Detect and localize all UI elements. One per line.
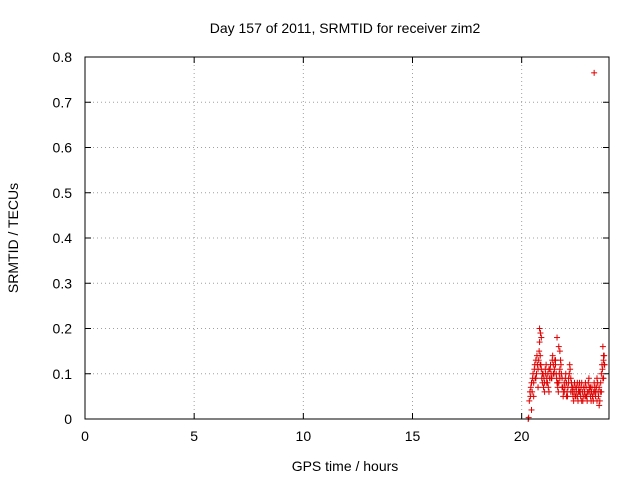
data-point bbox=[529, 388, 536, 395]
data-point bbox=[536, 348, 543, 355]
data-point bbox=[535, 357, 542, 364]
data-point bbox=[536, 325, 543, 332]
data-point bbox=[551, 366, 558, 373]
data-point bbox=[559, 384, 566, 391]
data-point bbox=[599, 366, 606, 373]
data-point bbox=[537, 330, 544, 337]
data-point bbox=[555, 343, 562, 350]
y-tick-label: 0.8 bbox=[53, 49, 73, 65]
data-point bbox=[600, 375, 607, 382]
data-point bbox=[583, 393, 590, 400]
data-point bbox=[596, 402, 603, 409]
chart-title: Day 157 of 2011, SRMTID for receiver zim… bbox=[210, 20, 481, 36]
x-tick-label: 0 bbox=[81, 428, 89, 444]
data-point bbox=[591, 388, 598, 395]
data-point bbox=[556, 366, 563, 373]
data-point bbox=[574, 379, 581, 386]
data-point bbox=[587, 384, 594, 391]
data-point bbox=[597, 379, 604, 386]
data-point bbox=[525, 414, 532, 421]
data-point bbox=[554, 379, 561, 386]
data-point bbox=[526, 397, 533, 404]
data-point bbox=[539, 370, 546, 377]
data-point bbox=[593, 375, 600, 382]
data-point bbox=[593, 397, 600, 404]
data-point bbox=[545, 366, 552, 373]
axis-ticks: 0 5 10 15 20 0 0.1 0.2 0.3 0.4 0.5 0.6 0.7 0.8 bbox=[53, 49, 609, 444]
x-tick-label: 15 bbox=[405, 428, 421, 444]
data-point bbox=[598, 388, 605, 395]
data-point bbox=[549, 352, 556, 359]
data-point bbox=[548, 375, 555, 382]
y-tick-label: 0 bbox=[64, 411, 72, 427]
y-axis-label: SRMTID / TECUs bbox=[5, 183, 21, 293]
x-tick-label: 10 bbox=[296, 428, 312, 444]
data-point bbox=[569, 384, 576, 391]
data-point bbox=[550, 370, 557, 377]
data-point bbox=[530, 379, 537, 386]
data-point bbox=[530, 393, 537, 400]
data-point bbox=[556, 375, 563, 382]
data-point bbox=[536, 339, 543, 346]
y-tick-label: 0.6 bbox=[53, 140, 73, 156]
data-point bbox=[589, 393, 596, 400]
data-point bbox=[537, 352, 544, 359]
data-point bbox=[543, 379, 550, 386]
data-point bbox=[572, 393, 579, 400]
y-tick-label: 0.4 bbox=[53, 230, 73, 246]
data-point bbox=[528, 406, 535, 413]
data-point bbox=[557, 361, 564, 368]
data-point bbox=[585, 379, 592, 386]
data-point bbox=[598, 370, 605, 377]
data-point bbox=[595, 393, 602, 400]
data-point bbox=[585, 388, 592, 395]
data-point bbox=[554, 334, 561, 341]
data-point bbox=[591, 69, 598, 76]
data-point bbox=[585, 375, 592, 382]
y-tick-label: 0.5 bbox=[53, 185, 73, 201]
data-point bbox=[600, 352, 607, 359]
data-point bbox=[596, 384, 603, 391]
data-point bbox=[545, 384, 552, 391]
data-point bbox=[533, 370, 540, 377]
data-point bbox=[561, 388, 568, 395]
data-point bbox=[555, 388, 562, 395]
y-tick-label: 0.2 bbox=[53, 321, 73, 337]
data-point bbox=[556, 348, 563, 355]
data-points bbox=[525, 69, 608, 422]
data-point bbox=[576, 388, 583, 395]
data-point bbox=[532, 375, 539, 382]
data-point bbox=[578, 397, 585, 404]
plot-frame bbox=[84, 56, 610, 420]
data-point bbox=[566, 370, 573, 377]
x-tick-label: 5 bbox=[190, 428, 198, 444]
data-point bbox=[563, 393, 570, 400]
x-tick-label: 20 bbox=[514, 428, 530, 444]
data-point bbox=[541, 388, 548, 395]
data-point bbox=[538, 334, 545, 341]
data-point bbox=[601, 361, 608, 368]
y-tick-label: 0.1 bbox=[53, 366, 73, 382]
data-point bbox=[580, 384, 587, 391]
grid-lines bbox=[85, 57, 609, 419]
data-point bbox=[567, 388, 574, 395]
data-point bbox=[565, 379, 572, 386]
data-point bbox=[552, 357, 559, 364]
data-point bbox=[567, 375, 574, 382]
data-point bbox=[599, 343, 606, 350]
data-point bbox=[535, 384, 542, 391]
y-tick-label: 0.7 bbox=[53, 94, 73, 110]
y-tick-label: 0.3 bbox=[53, 275, 73, 291]
data-point bbox=[567, 366, 574, 373]
data-point bbox=[537, 361, 544, 368]
x-axis-label: GPS time / hours bbox=[292, 458, 399, 474]
data-point bbox=[527, 384, 534, 391]
